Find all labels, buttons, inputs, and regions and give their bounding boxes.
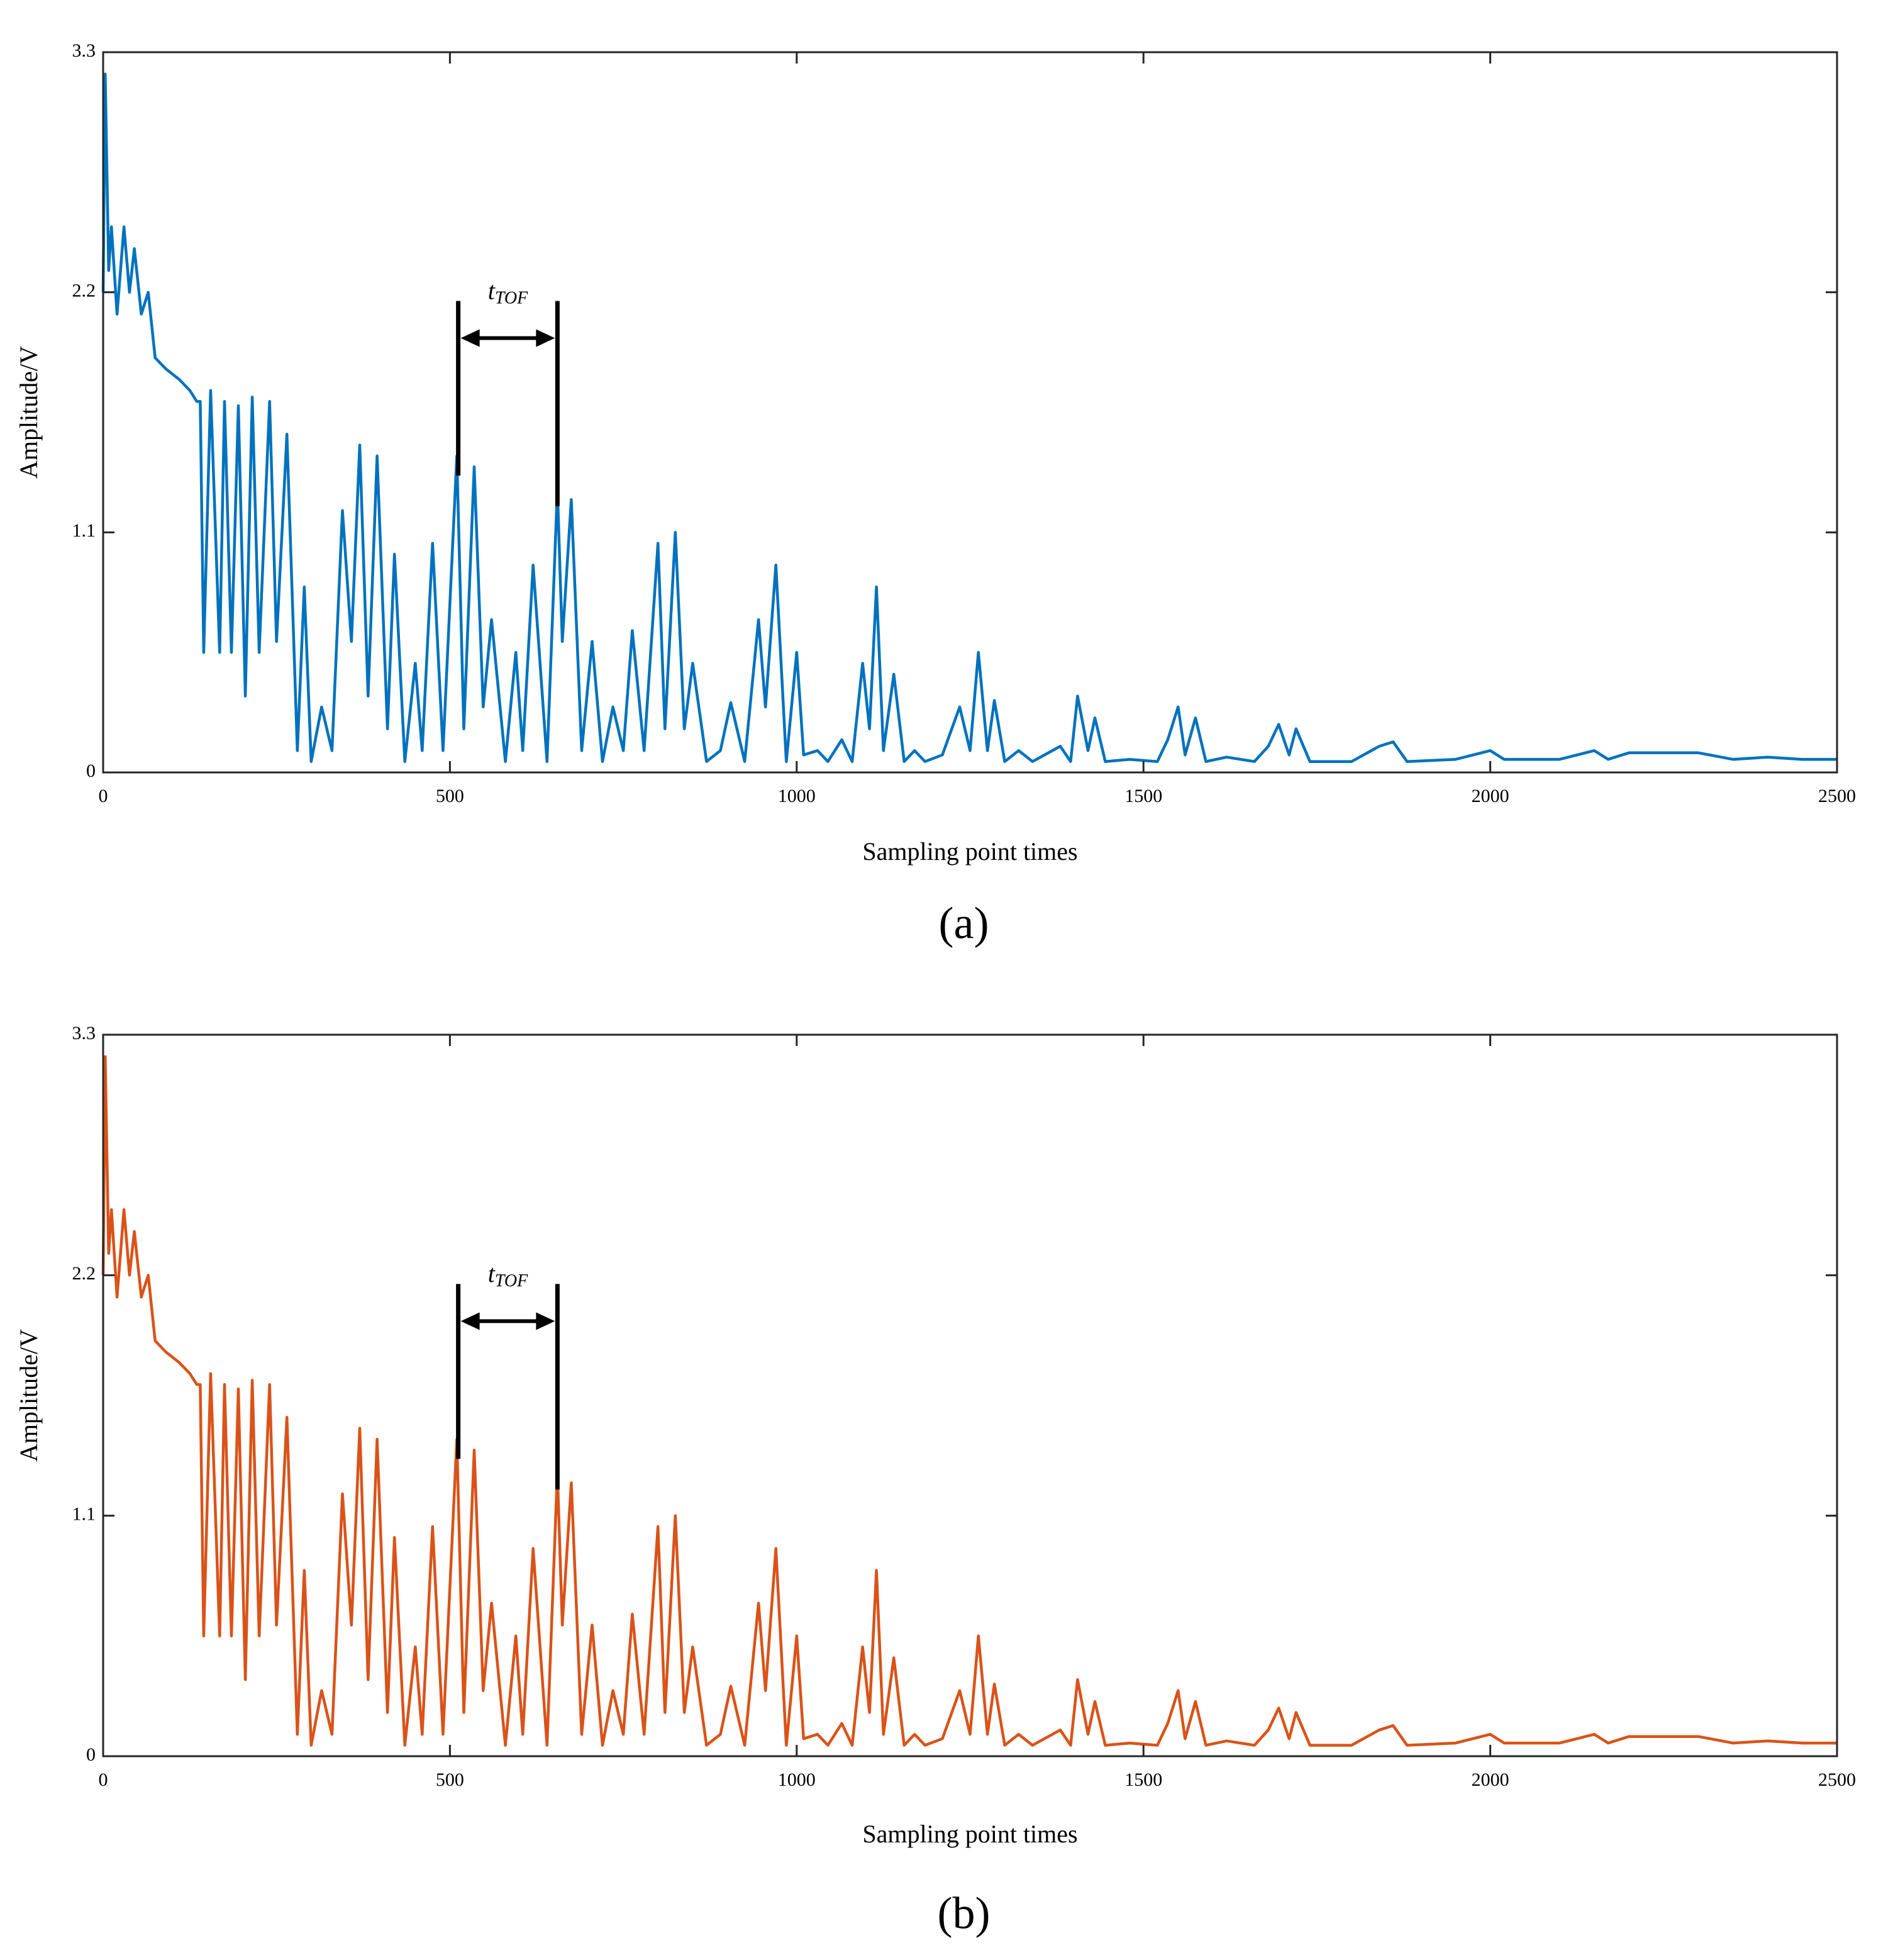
arrow-head <box>460 1312 480 1330</box>
data-line <box>101 1055 1837 1747</box>
x-tick-label: 0 <box>99 786 108 806</box>
x-tick-label: 2500 <box>1818 786 1856 806</box>
x-tick-label: 500 <box>436 1769 464 1790</box>
x-tick-label: 1500 <box>1124 1769 1162 1790</box>
y-tick-label: 1.1 <box>72 1504 96 1525</box>
x-tick-label: 2500 <box>1818 1769 1856 1790</box>
y-tick-label: 0 <box>86 1744 96 1765</box>
y-tick-label: 2.2 <box>72 281 96 301</box>
arrow-head <box>536 1312 555 1330</box>
x-tick-label: 2000 <box>1472 786 1509 806</box>
data-line <box>101 72 1837 763</box>
y-tick-label: 0 <box>86 760 96 781</box>
caption: (a) <box>939 898 989 949</box>
tof-label: tTOF <box>488 277 528 308</box>
x-tick-label: 2000 <box>1472 1769 1509 1790</box>
arrow-head <box>536 329 555 347</box>
tof-label-main: t <box>488 1259 496 1288</box>
x-tick-label: 500 <box>436 786 464 806</box>
y-tick-label: 3.3 <box>72 40 96 61</box>
x-tick-label: 0 <box>99 1769 108 1790</box>
x-tick-label: 1500 <box>1124 786 1162 806</box>
arrow-head <box>460 329 480 347</box>
plot-frame <box>102 1033 1838 1757</box>
tof-label-sub: TOF <box>495 289 528 308</box>
y-tick-label: 1.1 <box>72 520 96 541</box>
x-tick-label: 1000 <box>778 1769 816 1790</box>
y-axis-label: Amplitude/V <box>14 346 43 479</box>
x-axis-label: Sampling point times <box>862 837 1077 866</box>
x-tick-label: 1000 <box>778 786 816 806</box>
x-axis-label: Sampling point times <box>862 1820 1077 1848</box>
y-tick-label: 3.3 <box>72 1023 96 1044</box>
plot-frame <box>102 51 1838 774</box>
y-axis-label: Amplitude/V <box>14 1329 43 1462</box>
caption: (b) <box>938 1888 991 1939</box>
y-tick-label: 2.2 <box>72 1263 96 1284</box>
tof-label-main: t <box>488 277 496 305</box>
tof-label-sub: TOF <box>495 1272 528 1291</box>
tof-label: tTOF <box>488 1259 528 1291</box>
